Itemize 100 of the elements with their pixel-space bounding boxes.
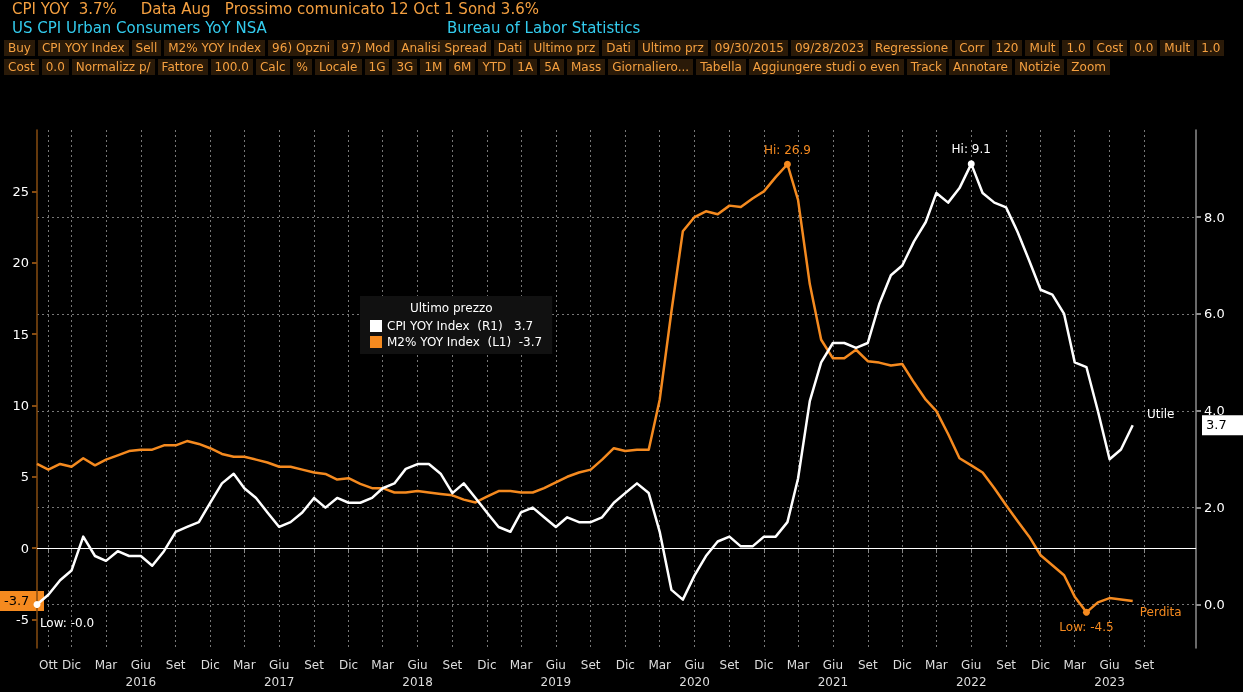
text: Tabella (696, 59, 746, 75)
data-label: Utile (1146, 407, 1175, 422)
text: Mult (1025, 40, 1060, 56)
x-tick-label: Mar (94, 657, 118, 672)
text: 09/30/2015 (710, 40, 788, 56)
y-tick-label: 5 (20, 469, 29, 485)
text: Track (906, 59, 947, 75)
x-tick-label: Giu 2018 (402, 657, 433, 689)
y-tick-label: 20 (12, 255, 29, 271)
x-tick-label: Set (719, 657, 740, 672)
text: Locale (315, 59, 362, 75)
text: Dati (602, 40, 635, 56)
y2-tick-label: 2.0 (1204, 500, 1225, 516)
text: CPI YOY Index (37, 40, 129, 56)
text: % (292, 59, 313, 75)
x-tick-label: Giu 2016 (125, 657, 157, 689)
x-tick-label: Dic (615, 657, 635, 672)
x-tick-label: Giu 2019 (540, 657, 572, 689)
x-tick-label: Dic (200, 657, 220, 672)
y2-tick-label: 8.0 (1204, 209, 1225, 225)
text: Mass (566, 59, 606, 75)
text: Sell (131, 40, 162, 56)
text: 1G (364, 59, 390, 75)
text: CPI YOY 3.7% Data Aug Prossimo comunicato 12 Oct 1 Sond 3.6% (11, 0, 540, 19)
legend-label: CPI YOY Index (R1) 3.7 (387, 319, 534, 333)
text: 0.0 (41, 59, 69, 75)
x-tick-label: Mar (371, 657, 395, 672)
text: Giornaliero... (608, 59, 694, 75)
data-label: Perdita (1139, 604, 1182, 619)
text: Fattore (157, 59, 208, 75)
x-tick-label: Mar (233, 657, 256, 672)
text: 6M (449, 59, 476, 75)
x-tick-label: Mar (509, 657, 533, 672)
text: 1A (513, 59, 538, 75)
text: 3G (392, 59, 418, 75)
text: 5A (540, 59, 564, 75)
x-tick-label: Dic (754, 657, 774, 672)
text: 3.7 (1206, 417, 1227, 433)
text: Cost (1092, 40, 1128, 56)
data-label: Hi: 9.1 (951, 142, 991, 157)
y-tick-label: 0 (20, 540, 29, 556)
text: Zoom (1067, 59, 1110, 75)
text: Ultimo prz (529, 40, 600, 56)
x-tick-label: Dic (1031, 657, 1051, 672)
text: Calc (255, 59, 290, 75)
text: Corr (955, 40, 989, 56)
x-tick-label: Mar (786, 657, 810, 672)
text: 1M (420, 59, 447, 75)
data-label: Low: -0.0 (39, 615, 95, 630)
text: 97) Mod (337, 40, 395, 56)
x-tick-label: Dic (338, 657, 359, 672)
x-tick-label: Giu 2023 (1094, 657, 1125, 689)
x-tick-label: Set (1134, 657, 1155, 672)
text: 0.0 (1130, 40, 1158, 56)
x-tick-label: Set (304, 657, 325, 672)
x-tick-label: Set (857, 657, 878, 672)
x-tick-label: Ott (38, 657, 59, 672)
y-tick-label: 10 (12, 397, 29, 413)
y-tick-label: -5 (16, 611, 29, 627)
text: 96) Opzni (268, 40, 335, 56)
text: 1.0 (1062, 40, 1090, 56)
data-label: Low: -4.5 (1059, 619, 1114, 634)
x-tick-label: Giu 2022 (955, 657, 987, 689)
text: Notizie (1014, 59, 1065, 75)
text: 100.0 (210, 59, 253, 75)
text: 09/28/2023 (790, 40, 869, 56)
text: YTD (478, 59, 511, 75)
legend-title: Ultimo prezzo (410, 301, 493, 315)
x-tick-label: Set (442, 657, 463, 672)
text: 120 (991, 40, 1023, 56)
chart-subtitle: Bureau of Labor Statistics (447, 19, 641, 37)
text: Aggiungere studi o even (748, 59, 904, 75)
x-tick-label: Set (580, 657, 601, 672)
text: Cost (4, 59, 39, 75)
y-tick-label: 25 (12, 183, 29, 199)
chart-title: US CPI Urban Consumers YoY NSA (11, 19, 268, 37)
x-tick-label: Dic (892, 657, 912, 672)
text: Ultimo prz (637, 40, 708, 56)
x-tick-label: Giu 2017 (263, 657, 295, 689)
x-tick-label: Giu 2021 (817, 657, 849, 689)
x-tick-label: Giu 2020 (679, 657, 710, 689)
text: Mult (1160, 40, 1195, 56)
y2-tick-label: 0.0 (1204, 596, 1225, 612)
y-tick-label: 15 (12, 326, 29, 342)
text: Annotare (949, 59, 1012, 75)
data-label: Hi: 26.9 (763, 142, 811, 157)
text: Normalizz p/ (71, 59, 155, 75)
text: Buy (4, 40, 35, 56)
text: M2% YOY Index (164, 40, 266, 56)
x-tick-label: Set (165, 657, 186, 672)
x-tick-label: Dic (61, 657, 82, 672)
x-tick-label: Set (996, 657, 1017, 672)
x-tick-label: Mar (1063, 657, 1087, 672)
y2-tick-label: 6.0 (1204, 306, 1225, 322)
x-tick-label: Dic (477, 657, 497, 672)
text: 1.0 (1197, 40, 1225, 56)
y2-tick-label: 4.0 (1204, 403, 1225, 419)
text: Analisi Spread (397, 40, 491, 56)
text: Dati (493, 40, 527, 56)
legend-label: M2% YOY Index (L1) -3.7 (387, 335, 543, 349)
